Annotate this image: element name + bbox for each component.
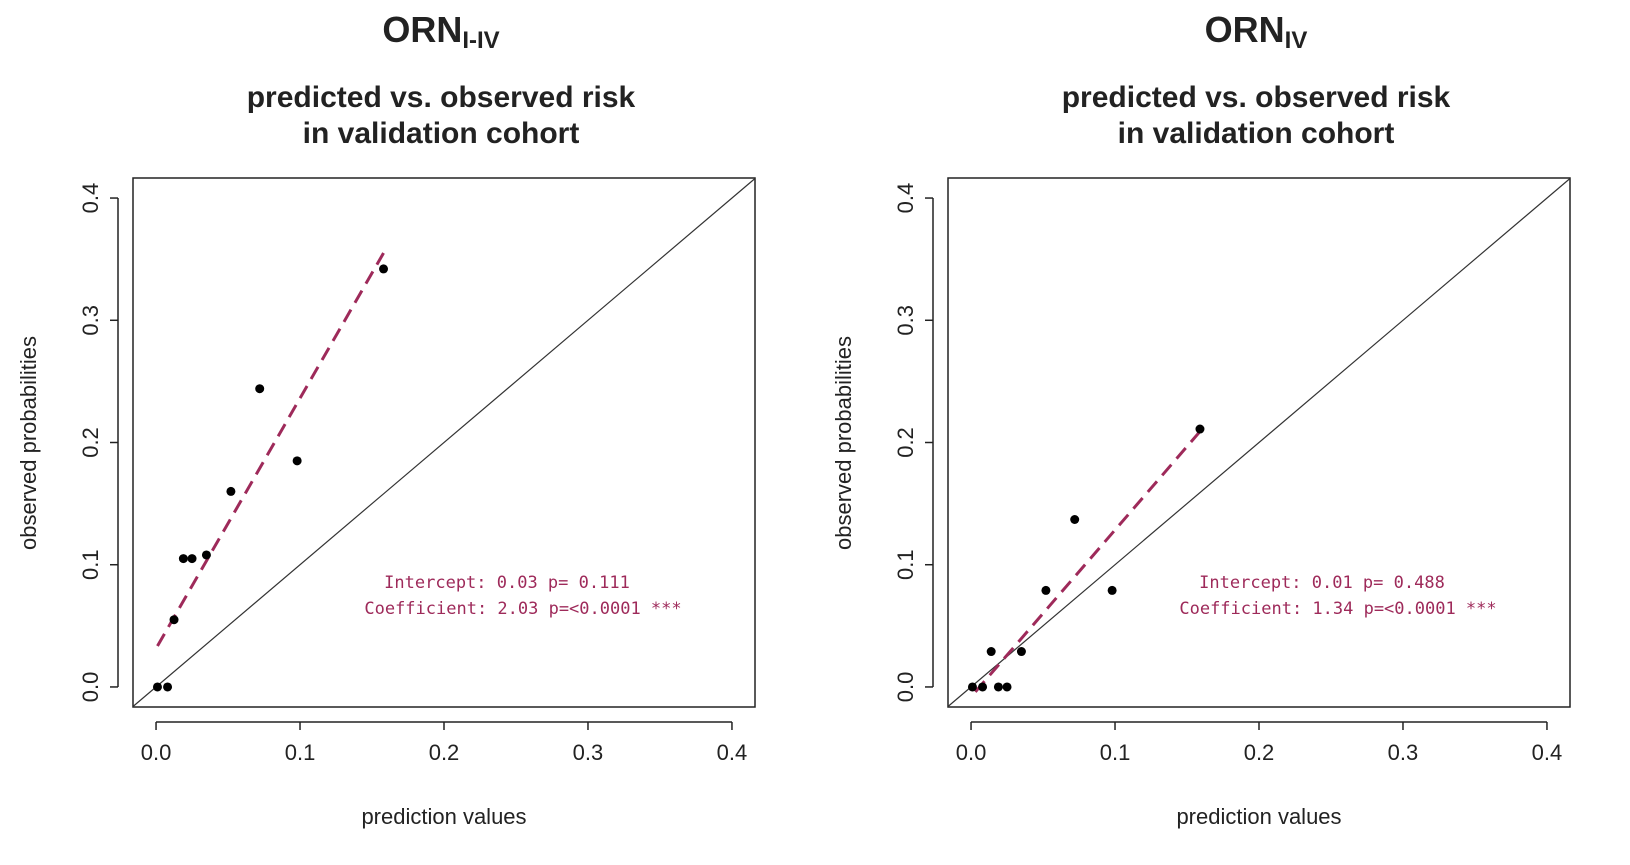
x-axis-label: prediction values [1176,804,1341,829]
subtitle: in validation cohort [303,117,580,150]
x-tick-label: 0.2 [429,740,460,765]
point [1002,682,1012,692]
annotation: Coefficient: 1.34 p=<0.0001 *** [1179,599,1496,619]
point [967,682,977,692]
annotation: Intercept: 0.01 p= 0.488 [1199,573,1445,593]
point [379,264,389,274]
identity-line [947,178,1571,707]
point [292,456,302,466]
x-tick-label: 0.4 [1532,740,1563,765]
y-tick-label: 0.1 [78,549,103,580]
point [986,647,996,657]
point [1195,424,1205,434]
x-tick-label: 0.3 [1388,740,1419,765]
x-tick-label: 0.0 [141,740,172,765]
y-tick-label: 0.3 [893,305,918,336]
identity-line [132,178,756,707]
x-axis-label: prediction values [361,804,526,829]
point [163,682,173,692]
point [993,682,1003,692]
plot-box [132,177,756,708]
chart-title: ORNI-IV [382,9,499,55]
point [152,682,162,692]
point [226,486,236,496]
subtitle: predicted vs. observed risk [1062,81,1451,114]
fit-line [974,430,1202,693]
title-main: ORN [382,9,462,50]
x-tick-label: 0.3 [573,740,604,765]
x-tick-label: 0.4 [717,740,748,765]
title-subscript: IV [1285,27,1308,54]
title-subscript: I-IV [462,27,499,54]
plot-box [947,177,1571,708]
annotation: Coefficient: 2.03 p=<0.0001 *** [364,599,681,619]
y-tick-label: 0.2 [78,427,103,458]
y-tick-label: 0.3 [78,305,103,336]
x-tick-label: 0.1 [1100,740,1131,765]
point [1041,585,1051,595]
subtitle: predicted vs. observed risk [247,81,636,114]
annotation: Intercept: 0.03 p= 0.111 [384,573,630,593]
point [169,615,179,625]
x-tick-label: 0.1 [285,740,316,765]
x-tick-label: 0.2 [1244,740,1275,765]
point [201,550,211,560]
y-tick-label: 0.0 [78,672,103,703]
y-tick-label: 0.4 [893,183,918,214]
point [187,554,197,564]
fit-line [156,252,385,647]
subtitle: in validation cohort [1118,117,1395,150]
point [1016,647,1026,657]
point [255,384,265,394]
y-tick-label: 0.4 [78,183,103,214]
y-axis-label: observed probabilities [16,336,41,550]
chart-title: ORNIV [1205,9,1308,55]
title-main: ORN [1205,9,1285,50]
point [1107,585,1117,595]
point [1070,515,1080,525]
y-tick-label: 0.2 [893,427,918,458]
y-tick-label: 0.1 [893,549,918,580]
y-axis-label: observed probabilities [831,336,856,550]
y-tick-label: 0.0 [893,672,918,703]
point [178,554,188,564]
x-tick-label: 0.0 [956,740,987,765]
point [978,682,988,692]
